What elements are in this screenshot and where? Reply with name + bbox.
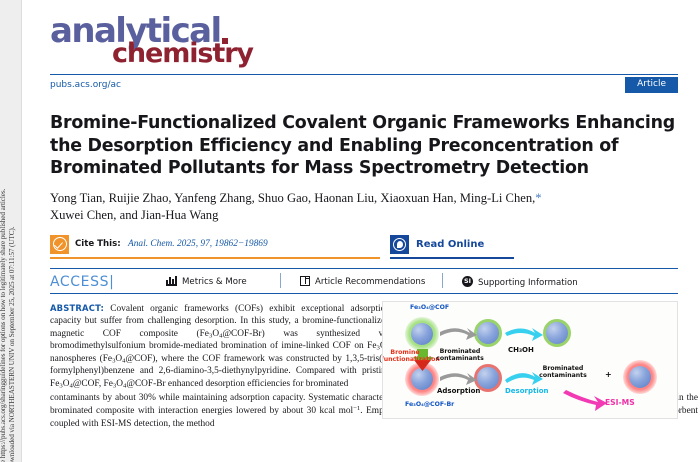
abstract-column-text: Covalent organic frameworks (COFs) exhib… (50, 303, 390, 390)
article-type-badge: Article (625, 77, 678, 93)
toc-label-fe3o4-cof-br: Fe₃O₄@COF-Br (405, 400, 455, 408)
access-separator: | (109, 273, 115, 290)
bar-chart-icon (166, 275, 177, 286)
toc-sphere-cof-loaded (474, 318, 502, 347)
cite-and-read-row: Cite This: Anal. Chem. 2025, 97, 19862−1… (50, 234, 678, 262)
corresponding-author-marker: * (535, 190, 542, 205)
access-item-recommendations[interactable]: Article Recommendations (300, 275, 426, 287)
access-item-metrics[interactable]: Metrics & More (166, 275, 247, 287)
page-title: Bromine-Functionalized Covalent Organic … (50, 113, 675, 179)
logo-word-analytical: analytical (50, 11, 222, 51)
toc-label-fe3o4-cof: Fe₃O₄@COF (410, 303, 450, 311)
toc-label-bromine-line1: Bromine (390, 348, 420, 356)
download-stamp-line-1: Downloaded via NORTHEASTERN UNIV on Sept… (8, 226, 16, 462)
toc-label-plus: + (605, 369, 612, 379)
author-list-line-1: Yong Tian, Ruijie Zhao, Yanfeng Zhang, S… (50, 190, 536, 205)
toc-label-adsorption: Adsorption (437, 386, 481, 395)
toc-graphic: Fe₃O₄@COF Fe₃O₄@COF-Br Bromine functiona… (382, 300, 678, 419)
journal-logo-block: analytical chemistry (50, 0, 678, 72)
access-item-metrics-label: Metrics & More (182, 276, 247, 287)
toc-sphere-cof (411, 322, 433, 345)
toc-label-bcr-line1: Brominated (542, 364, 584, 372)
toc-label-desorption: Desorption (505, 386, 549, 395)
cite-this-label: Cite This: (75, 238, 121, 249)
toc-label-bct-line1: Brominated (439, 347, 481, 355)
page-content: analytical chemistry pubs.acs.org/ac Art… (22, 0, 700, 462)
toc-sphere-cofbr (411, 367, 433, 390)
si-glyph: SI (464, 276, 471, 285)
access-item-supporting-information[interactable]: SI Supporting Information (462, 275, 578, 288)
cite-this-box[interactable]: Cite This: Anal. Chem. 2025, 97, 19862−1… (50, 234, 380, 259)
toc-label-bcr-line2: contaminants (539, 371, 587, 379)
toc-arrows (413, 327, 607, 411)
toc-sphere-cof-released (543, 318, 571, 347)
read-online-label: Read Online (416, 238, 485, 250)
access-label[interactable]: ACCESS| (50, 274, 114, 290)
journal-logo[interactable]: analytical chemistry (50, 11, 300, 72)
journal-url[interactable]: pubs.acs.org/ac (50, 80, 121, 90)
toc-label-methanol: CH₃OH (508, 345, 534, 354)
abstract-area: Fe₃O₄@COF Fe₃O₄@COF-Br Bromine functiona… (50, 300, 698, 430)
toc-label-brominated-contaminants-top: Brominated contaminants (436, 348, 484, 363)
journal-url-bar: pubs.acs.org/ac Article (50, 74, 678, 100)
logo-word-chemistry: chemistry (112, 38, 254, 69)
access-divider-2 (442, 272, 443, 288)
author-list-line-2: Xuwei Chen, and Jian-Hua Wang (50, 208, 219, 223)
book-icon (300, 275, 310, 286)
access-item-si-label: Supporting Information (478, 277, 578, 288)
toc-sphere-product (629, 365, 651, 388)
supporting-information-icon: SI (462, 275, 473, 287)
access-text: ACCESS (50, 273, 110, 290)
toc-label-esi-ms: ESI-MS (605, 397, 635, 407)
cite-reference: Anal. Chem. 2025, 97, 19862−19869 (128, 238, 268, 249)
abstract-heading: ABSTRACT: (50, 302, 105, 313)
logo-dot (222, 38, 228, 44)
toc-label-brominated-contaminants-right: Brominated contaminants (538, 365, 588, 380)
toc-label-bct-line2: contaminants (436, 354, 484, 362)
read-online-icon (390, 234, 409, 254)
toc-label-bromine-functionalization: Bromine functionalization (383, 348, 440, 364)
access-item-recommendations-label: Article Recommendations (315, 276, 426, 287)
toc-label-bromine-line2: functionalization (382, 355, 440, 363)
download-stamp-margin: Downloaded via NORTHEASTERN UNIV on Sept… (0, 0, 22, 462)
check-circle-icon (50, 234, 69, 254)
toc-sphere-cofbr-loaded (474, 363, 502, 392)
author-list: Yong Tian, Ruijie Zhao, Yanfeng Zhang, S… (50, 190, 678, 225)
access-divider-1 (280, 272, 281, 288)
read-online-box[interactable]: Read Online (390, 234, 514, 259)
access-bar: ACCESS| Metrics & More Article Recommend… (50, 267, 678, 294)
abstract-column: ABSTRACT: Covalent organic frameworks (C… (50, 303, 390, 391)
download-stamp-line-2: See https://pubs.acs.org/sharingguidelin… (0, 188, 7, 462)
